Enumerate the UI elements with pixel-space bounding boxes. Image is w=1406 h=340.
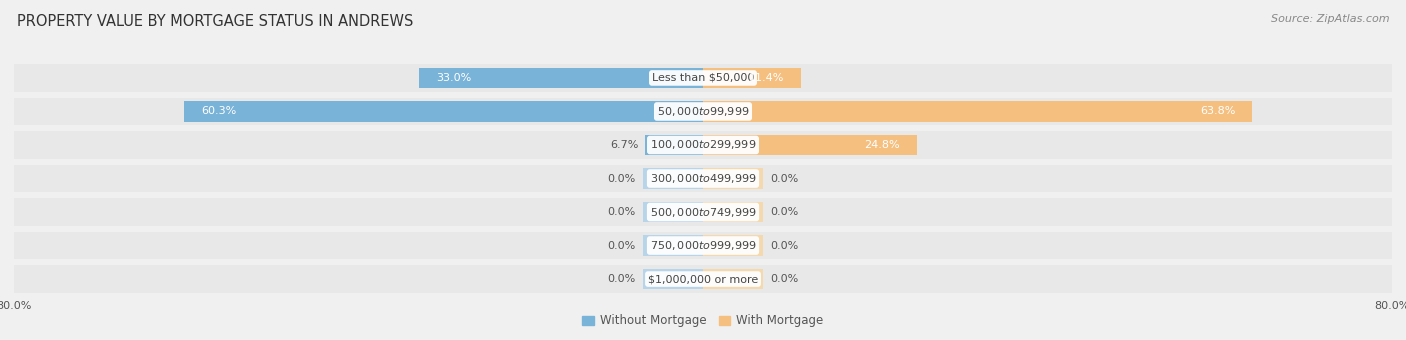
Bar <box>14 198 1392 226</box>
Text: Source: ZipAtlas.com: Source: ZipAtlas.com <box>1271 14 1389 23</box>
Bar <box>419 68 703 88</box>
Bar <box>703 202 763 222</box>
Text: 6.7%: 6.7% <box>610 140 638 150</box>
Bar <box>643 202 703 222</box>
Text: 0.0%: 0.0% <box>607 240 636 251</box>
Bar <box>703 101 1253 122</box>
Bar <box>14 64 1392 92</box>
Text: $1,000,000 or more: $1,000,000 or more <box>648 274 758 284</box>
Bar <box>703 68 801 88</box>
Bar <box>703 168 763 189</box>
Text: $500,000 to $749,999: $500,000 to $749,999 <box>650 205 756 219</box>
Text: 11.4%: 11.4% <box>748 73 785 83</box>
Text: 0.0%: 0.0% <box>607 173 636 184</box>
Text: 33.0%: 33.0% <box>436 73 471 83</box>
Bar <box>643 235 703 256</box>
Bar <box>14 131 1392 159</box>
Text: 63.8%: 63.8% <box>1199 106 1236 117</box>
Bar <box>643 168 703 189</box>
Bar <box>14 165 1392 192</box>
Text: $50,000 to $99,999: $50,000 to $99,999 <box>657 105 749 118</box>
Bar <box>643 269 703 289</box>
Bar <box>14 232 1392 259</box>
Bar <box>703 235 763 256</box>
Text: PROPERTY VALUE BY MORTGAGE STATUS IN ANDREWS: PROPERTY VALUE BY MORTGAGE STATUS IN AND… <box>17 14 413 29</box>
Text: $750,000 to $999,999: $750,000 to $999,999 <box>650 239 756 252</box>
Bar <box>14 265 1392 293</box>
Text: 0.0%: 0.0% <box>770 240 799 251</box>
Bar <box>14 98 1392 125</box>
Text: $100,000 to $299,999: $100,000 to $299,999 <box>650 138 756 152</box>
Bar <box>703 135 917 155</box>
Text: 0.0%: 0.0% <box>770 173 799 184</box>
Text: 0.0%: 0.0% <box>607 274 636 284</box>
Text: 60.3%: 60.3% <box>201 106 236 117</box>
Bar <box>184 101 703 122</box>
Text: $300,000 to $499,999: $300,000 to $499,999 <box>650 172 756 185</box>
Text: 0.0%: 0.0% <box>770 274 799 284</box>
Text: Less than $50,000: Less than $50,000 <box>652 73 754 83</box>
Text: 24.8%: 24.8% <box>863 140 900 150</box>
Legend: Without Mortgage, With Mortgage: Without Mortgage, With Mortgage <box>578 310 828 332</box>
Text: 0.0%: 0.0% <box>770 207 799 217</box>
Bar <box>645 135 703 155</box>
Text: 0.0%: 0.0% <box>607 207 636 217</box>
Bar <box>703 269 763 289</box>
